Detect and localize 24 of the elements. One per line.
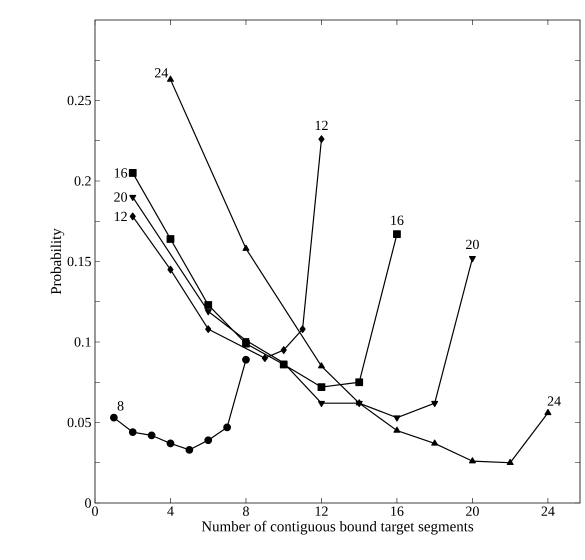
y-tick-label: 0.25	[68, 96, 91, 106]
x-tick-label: 20	[466, 506, 479, 516]
y-tick-label: 0.2	[74, 176, 91, 186]
annotation: 24	[548, 396, 561, 406]
y-tick-label: 0.05	[68, 418, 91, 428]
x-axis-title: Number of contiguous bound target segments	[202, 520, 474, 535]
x-tick-label: 24	[542, 506, 555, 516]
x-tick-label: 0	[92, 506, 98, 516]
annotation: 24	[154, 68, 168, 78]
x-tick-label: 16	[391, 506, 404, 516]
annotation: 20	[466, 240, 479, 250]
annotation: 12	[114, 212, 127, 222]
x-tick-label: 4	[167, 506, 174, 516]
annotation: 12	[316, 120, 328, 130]
annotation: 16	[391, 216, 404, 225]
x-tick-label: 8	[243, 506, 249, 516]
annotation: 16	[114, 168, 128, 178]
y-tick-label: 0.1	[74, 337, 91, 347]
y-tick-label: 0.15	[68, 256, 91, 266]
y-axis-title: Probability	[50, 228, 64, 294]
annotation: 8	[118, 401, 124, 410]
y-tick-label: 0	[85, 498, 91, 508]
x-tick-label: 12	[316, 506, 328, 516]
annotation: 20	[114, 192, 128, 202]
